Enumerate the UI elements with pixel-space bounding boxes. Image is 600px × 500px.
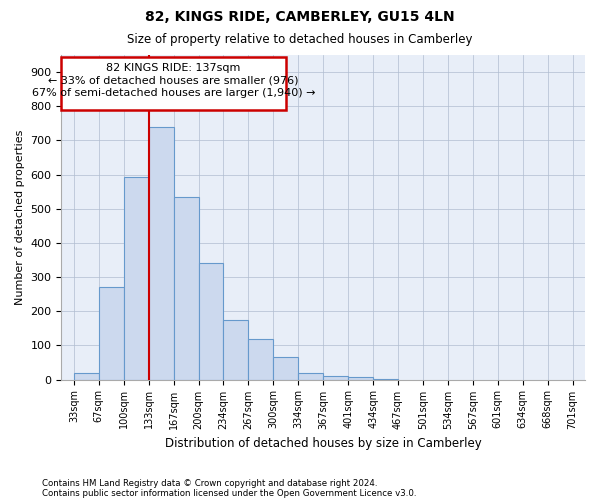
Bar <box>99 288 124 380</box>
Text: Contains HM Land Registry data © Crown copyright and database right 2024.: Contains HM Land Registry data © Crown c… <box>42 478 377 488</box>
Bar <box>348 377 373 380</box>
Text: 82, KINGS RIDE, CAMBERLEY, GU15 4LN: 82, KINGS RIDE, CAMBERLEY, GU15 4LN <box>145 10 455 24</box>
Bar <box>274 358 298 380</box>
X-axis label: Distribution of detached houses by size in Camberley: Distribution of detached houses by size … <box>165 437 482 450</box>
Text: Size of property relative to detached houses in Camberley: Size of property relative to detached ho… <box>127 32 473 46</box>
Bar <box>74 374 99 380</box>
Bar <box>149 128 173 380</box>
Bar <box>124 177 149 380</box>
Text: ← 33% of detached houses are smaller (976): ← 33% of detached houses are smaller (97… <box>49 76 299 86</box>
Text: Contains public sector information licensed under the Open Government Licence v3: Contains public sector information licen… <box>42 488 416 498</box>
Bar <box>298 372 323 380</box>
Bar <box>323 376 348 380</box>
Bar <box>199 264 223 380</box>
Bar <box>373 379 398 380</box>
Y-axis label: Number of detached properties: Number of detached properties <box>15 130 25 305</box>
Text: 67% of semi-detached houses are larger (1,940) →: 67% of semi-detached houses are larger (… <box>32 88 316 99</box>
Bar <box>223 320 248 380</box>
Text: 82 KINGS RIDE: 137sqm: 82 KINGS RIDE: 137sqm <box>106 63 241 73</box>
FancyBboxPatch shape <box>61 56 286 110</box>
Bar <box>173 197 199 380</box>
Bar <box>248 340 274 380</box>
